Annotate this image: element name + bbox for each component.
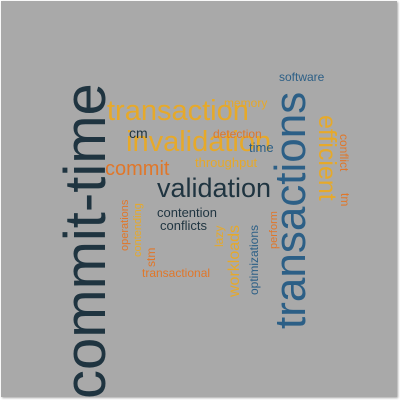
word-validation: validation bbox=[157, 173, 272, 203]
word-operations: operations bbox=[119, 199, 131, 251]
word-transactional: transactional bbox=[142, 266, 211, 280]
word-stm: stm bbox=[144, 247, 158, 267]
word-transaction: transaction bbox=[107, 95, 249, 127]
word-commit-time: commit-time bbox=[53, 83, 118, 397]
word-lazy: lazy bbox=[212, 225, 226, 247]
word-workloads: workloads bbox=[226, 224, 243, 297]
word-conflicts: conflicts bbox=[160, 218, 207, 233]
word-contending: contending bbox=[132, 203, 144, 257]
word-tm: tm bbox=[338, 193, 352, 207]
word-contention: contention bbox=[157, 205, 217, 220]
word-time: time bbox=[249, 140, 274, 155]
word-commit: commit bbox=[105, 158, 170, 180]
word-optimizations: optimizations bbox=[247, 224, 261, 295]
word-memory: memory bbox=[224, 96, 268, 110]
word-efficient: efficient bbox=[313, 115, 341, 201]
word-cm: cm bbox=[129, 125, 148, 141]
word-detection: detection bbox=[213, 127, 262, 141]
word-invalidation: invalidation bbox=[126, 126, 272, 158]
word-software: software bbox=[279, 70, 325, 84]
word-conflict: conflict bbox=[337, 134, 351, 172]
word-throughput: throughput bbox=[195, 155, 258, 170]
word-perform: perform bbox=[268, 211, 280, 249]
